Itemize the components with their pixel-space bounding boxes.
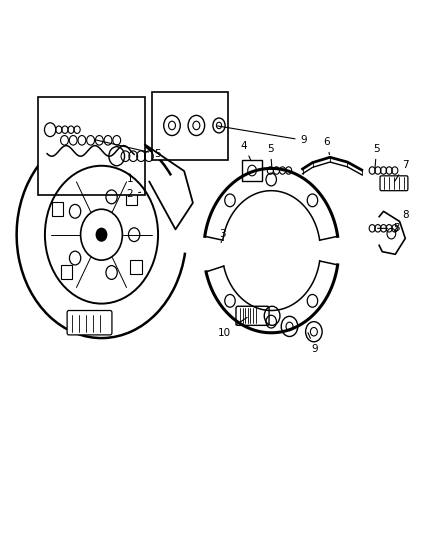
Text: 2: 2 xyxy=(127,189,141,199)
FancyBboxPatch shape xyxy=(236,306,269,325)
FancyBboxPatch shape xyxy=(380,176,408,191)
FancyBboxPatch shape xyxy=(52,202,63,216)
Text: 1: 1 xyxy=(127,174,133,184)
Text: 7: 7 xyxy=(395,160,409,181)
Bar xyxy=(152,92,228,160)
FancyBboxPatch shape xyxy=(67,311,112,335)
FancyBboxPatch shape xyxy=(130,260,141,274)
FancyBboxPatch shape xyxy=(126,191,137,205)
Text: 4: 4 xyxy=(241,141,251,160)
Text: 5: 5 xyxy=(378,223,400,233)
Text: 10: 10 xyxy=(218,317,247,338)
Text: 8: 8 xyxy=(395,209,409,231)
Circle shape xyxy=(96,228,107,241)
Text: 5: 5 xyxy=(95,140,160,159)
Text: 9: 9 xyxy=(217,126,307,146)
Text: 9: 9 xyxy=(308,333,318,354)
FancyBboxPatch shape xyxy=(60,265,72,279)
Text: 5: 5 xyxy=(373,144,380,168)
Bar xyxy=(39,97,145,195)
FancyBboxPatch shape xyxy=(242,160,262,181)
Text: 3: 3 xyxy=(219,229,226,243)
Text: 6: 6 xyxy=(324,137,330,155)
Text: 5: 5 xyxy=(267,144,274,168)
